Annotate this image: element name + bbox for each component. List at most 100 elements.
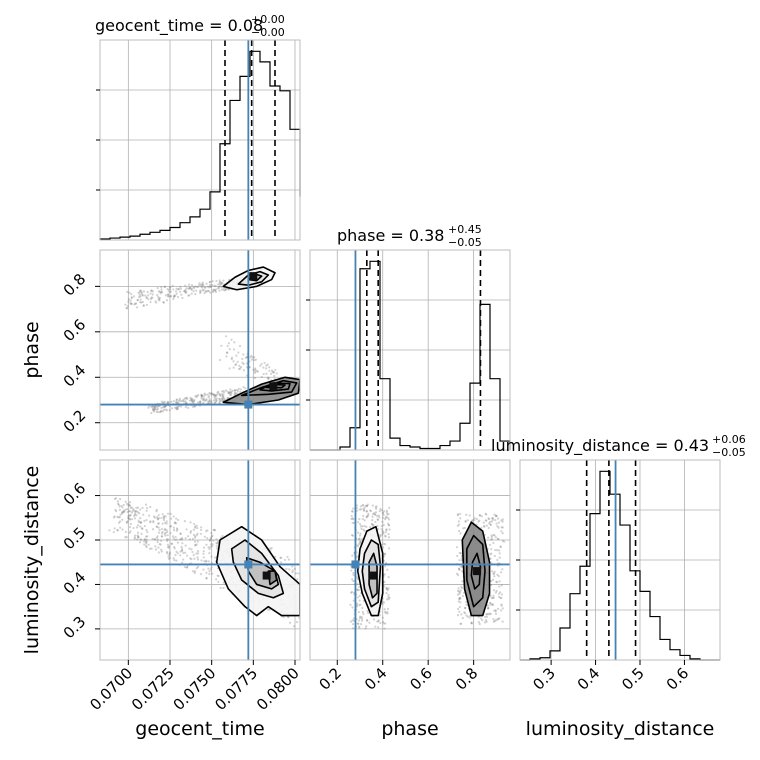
sample-point — [163, 532, 166, 535]
sample-point — [128, 504, 131, 507]
xlabel-phase: phase — [381, 718, 438, 740]
sample-point — [357, 619, 361, 622]
sample-point — [160, 548, 163, 551]
sample-point — [157, 517, 161, 520]
sample-point — [360, 617, 364, 620]
sample-point — [185, 566, 189, 569]
sample-point — [460, 557, 463, 560]
sample-point — [493, 620, 496, 623]
sample-point — [275, 372, 278, 375]
sample-point — [177, 287, 180, 291]
sample-point — [205, 571, 208, 574]
sample-point — [194, 544, 197, 547]
sample-point — [118, 508, 121, 511]
sample-point — [209, 538, 212, 541]
sample-point — [285, 567, 288, 570]
sample-point — [202, 552, 205, 555]
sample-point — [251, 356, 255, 359]
sample-point — [141, 294, 144, 297]
sample-point — [161, 291, 164, 294]
sample-point — [384, 516, 388, 519]
sample-point — [380, 509, 383, 512]
sample-point — [494, 609, 497, 612]
sample-point — [218, 398, 222, 401]
sample-point — [253, 358, 256, 362]
sample-point — [121, 511, 124, 514]
sample-point — [485, 513, 488, 516]
sample-point — [163, 405, 166, 408]
sample-point — [208, 391, 211, 395]
sample-point — [493, 554, 496, 558]
sample-point — [216, 547, 219, 550]
sample-point — [145, 509, 148, 512]
sample-point — [369, 526, 372, 529]
sample-point — [479, 617, 483, 620]
sample-point — [142, 304, 145, 307]
sample-point — [501, 607, 504, 610]
sample-point — [175, 529, 178, 532]
sample-point — [160, 527, 164, 531]
sample-point — [355, 504, 359, 507]
sample-point — [495, 589, 498, 593]
sample-point — [268, 366, 271, 369]
sample-point — [152, 521, 155, 524]
sample-point — [212, 393, 216, 396]
sample-point — [163, 400, 166, 403]
sample-point — [487, 604, 490, 607]
sample-point — [195, 395, 198, 399]
sample-point — [171, 284, 174, 287]
sample-point — [215, 279, 218, 283]
sample-point — [185, 290, 188, 293]
sample-point — [357, 610, 361, 614]
sample-point — [494, 514, 497, 517]
sample-point — [242, 353, 245, 356]
sample-point — [136, 531, 140, 534]
sample-point — [140, 527, 144, 530]
title-geocent-time-plus: +0.00 — [251, 13, 285, 26]
sample-point — [185, 396, 188, 399]
sample-point — [498, 552, 501, 555]
sample-point — [498, 580, 501, 583]
sample-point — [126, 290, 129, 293]
sample-point — [195, 552, 198, 555]
sample-point — [160, 410, 163, 413]
sample-point — [190, 399, 194, 402]
sample-point — [142, 540, 146, 543]
sample-point — [157, 526, 160, 529]
sample-point — [488, 612, 491, 615]
sample-point — [489, 553, 492, 556]
sample-point — [152, 409, 155, 412]
sample-point — [374, 506, 377, 509]
sample-point — [133, 517, 137, 520]
sample-point — [208, 570, 211, 573]
sample-point — [379, 507, 382, 511]
sample-point — [136, 506, 140, 509]
sample-point — [116, 502, 120, 505]
sample-point — [197, 285, 200, 289]
sample-point — [196, 401, 200, 404]
sample-point — [484, 519, 487, 522]
sample-point — [190, 399, 193, 402]
sample-point — [130, 511, 134, 514]
sample-point — [145, 546, 148, 549]
sample-point — [230, 356, 234, 359]
sample-point — [115, 510, 118, 513]
sample-point — [360, 616, 363, 619]
sample-point — [192, 528, 195, 531]
sample-point — [195, 285, 198, 288]
sample-point — [172, 515, 175, 518]
sample-point — [163, 285, 166, 289]
sample-point — [137, 536, 140, 539]
sample-point — [128, 509, 131, 513]
sample-point — [378, 534, 382, 537]
sample-point — [126, 508, 129, 511]
sample-point — [143, 538, 146, 541]
sample-point — [364, 627, 367, 630]
sample-point — [361, 610, 365, 614]
sample-point — [172, 295, 175, 299]
sample-point — [215, 545, 218, 548]
sample-point — [170, 407, 174, 410]
sample-point — [132, 508, 135, 511]
sample-point — [388, 518, 391, 521]
sample-point — [194, 293, 197, 296]
